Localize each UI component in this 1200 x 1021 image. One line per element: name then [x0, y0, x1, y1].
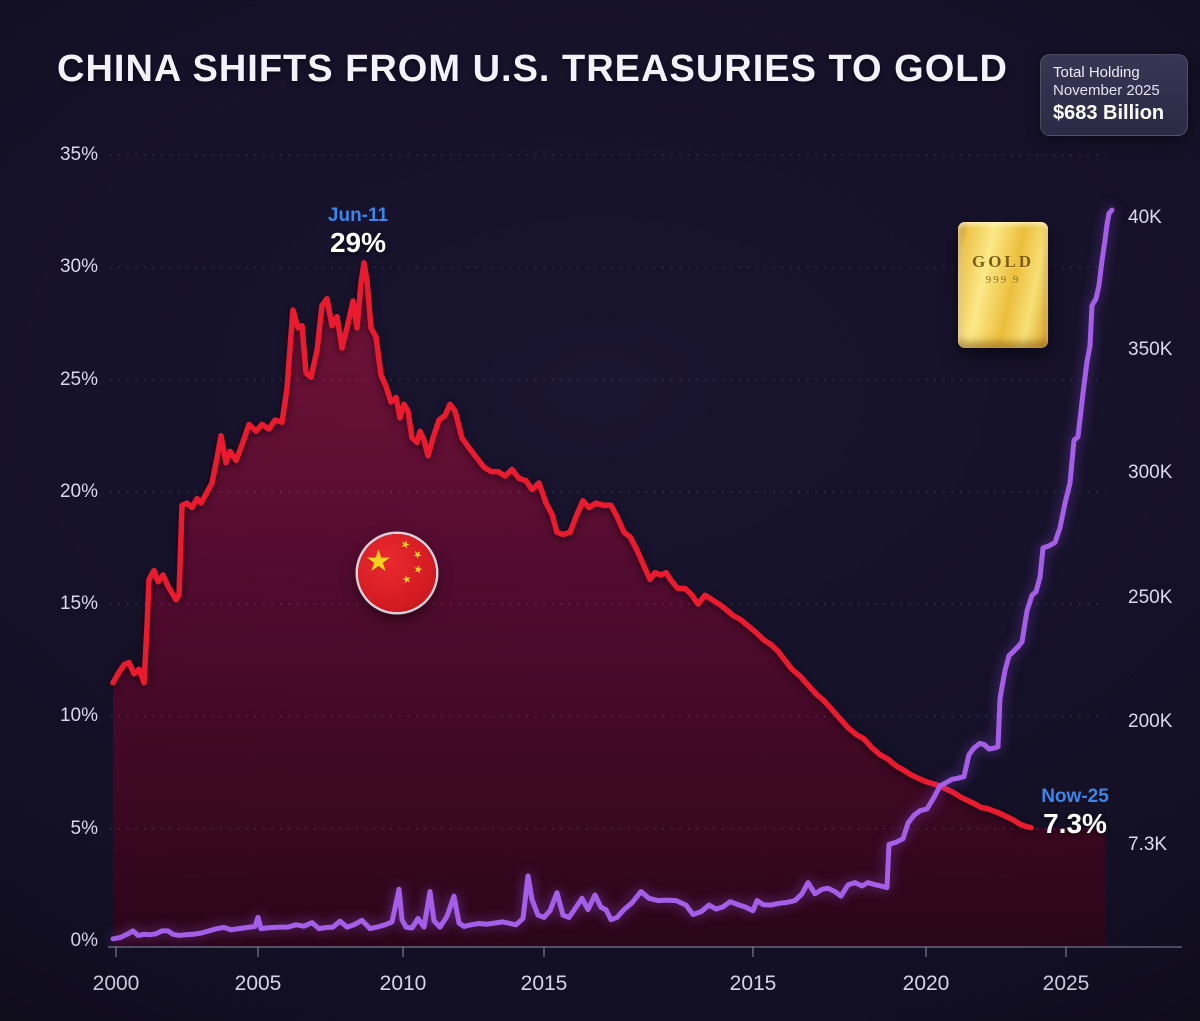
gold-bar-text: GOLD	[971, 252, 1035, 271]
x-axis-label: 2015	[729, 972, 777, 995]
peak-value: 29%	[329, 227, 387, 258]
y-axis-right-label: 250K	[1128, 587, 1173, 608]
total-holding-value: $683 Billion	[1053, 102, 1165, 124]
latest-annotation: Now-25 7.3%	[1041, 786, 1109, 840]
x-axis	[108, 946, 1182, 957]
flag-small-star-icon: ★	[400, 573, 413, 587]
y-axis-right-label: 350K	[1128, 339, 1173, 360]
y-axis-left-label: 30%	[59, 256, 98, 278]
page-title: CHINA SHIFTS FROM U.S. TREASURIES TO GOL…	[57, 48, 1008, 90]
latest-date: Now-25	[1041, 786, 1109, 807]
y-axis-left-label: 5%	[70, 817, 98, 839]
peak-date: Jun-11	[327, 205, 389, 226]
x-axis-label: 2020	[902, 972, 950, 995]
peak-annotation: Jun-11 29%	[328, 205, 388, 259]
gold-line	[110, 207, 1115, 942]
flag-small-star-icon: ★	[411, 563, 425, 577]
x-axis-label: 2000	[92, 972, 140, 995]
y-axis-left-label: 0%	[70, 930, 98, 951]
latest-value: 7.3%	[1043, 808, 1107, 839]
total-holding-label: Total Holding	[1053, 64, 1140, 81]
x-axis-label: 2015	[520, 972, 568, 995]
x-axis-label: 2025	[1042, 972, 1090, 995]
china-flag-icon: ★ ★ ★ ★ ★	[358, 534, 436, 612]
y-axis-left-label: 15%	[59, 593, 98, 615]
y-axis-right-label: 40K	[1128, 207, 1162, 228]
x-axis-label: 2005	[234, 972, 282, 995]
x-axis-label: 2010	[379, 972, 427, 995]
y-axis-left-label: 35%	[59, 144, 98, 165]
gold-bar-icon: GOLD 999 9	[958, 222, 1048, 348]
flag-big-star-icon: ★	[365, 545, 392, 578]
treasuries-area-fill	[113, 262, 1105, 945]
gold-bar-purity: 999 9	[985, 274, 1021, 286]
y-axis-right-label: 7.3K	[1128, 834, 1168, 855]
total-holding-date: November 2025	[1053, 82, 1160, 99]
y-axis-left-label: 10%	[59, 705, 98, 727]
flag-small-star-icon: ★	[398, 537, 412, 553]
total-holding-card: Total Holding November 2025 $683 Billion	[1040, 54, 1188, 136]
y-axis-left-label: 20%	[59, 480, 98, 502]
flag-small-star-icon: ★	[409, 547, 425, 563]
y-axis-right-label: 200K	[1128, 711, 1173, 732]
treasuries-line	[110, 260, 1034, 831]
y-axis-left-label: 25%	[59, 368, 98, 390]
y-axis-right-label: 300K	[1128, 462, 1173, 483]
